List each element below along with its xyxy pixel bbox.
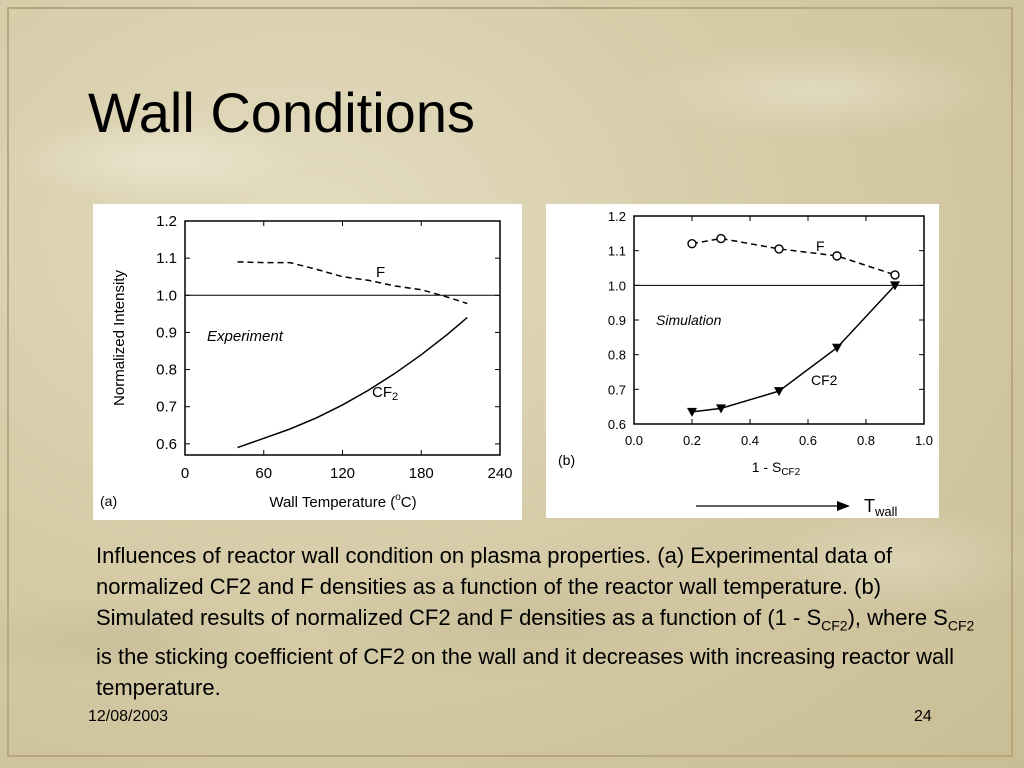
y-tick-label: 0.9 xyxy=(608,313,626,328)
x-tick-label: 60 xyxy=(255,465,272,482)
x-tick-label: 0.8 xyxy=(857,433,875,448)
chart-a-xlabel: Wall Temperature (oC) xyxy=(269,492,416,511)
x-tick-label: 1.0 xyxy=(915,433,933,448)
caption-text-3: is the sticking coefficient of CF2 on th… xyxy=(96,644,955,701)
y-tick-label: 1.2 xyxy=(608,209,626,224)
y-tick-label: 1.1 xyxy=(156,250,177,267)
data-point-triangle xyxy=(774,387,784,397)
data-point-circle xyxy=(716,233,726,244)
chart-a-series-label-cf2: CF2 xyxy=(372,384,398,403)
chart-a-svg: 0.6 0.7 0.8 0.9 1.0 1.1 1.2 0 60 120 180 240 Exper… xyxy=(100,213,513,511)
slide-caption: Influences of reactor wall condition on … xyxy=(96,540,976,703)
caption-subscript-1: CF2 xyxy=(821,617,848,634)
footer-page-number: 24 xyxy=(914,708,932,725)
caption-subscript-2: CF2 xyxy=(947,617,975,634)
x-tick-label: 0.2 xyxy=(683,433,701,448)
y-tick-label: 0.7 xyxy=(156,399,177,416)
chart-panel-a: 0.6 0.7 0.8 0.9 1.0 1.1 1.2 0 60 120 180 240 Exper… xyxy=(93,204,522,520)
data-point-triangle xyxy=(716,404,726,414)
x-tick-label: 120 xyxy=(330,465,355,482)
data-point-circle xyxy=(774,244,784,254)
y-tick-label: 0.8 xyxy=(156,362,177,379)
slide-title: Wall Conditions xyxy=(88,81,475,144)
series-line-1 xyxy=(691,284,896,413)
x-tick-label: 0.4 xyxy=(741,433,759,448)
chart-a-series-label-f: F xyxy=(376,264,385,281)
chart-b-svg: 0.6 0.7 0.8 0.9 1.0 1.1 1.2 0.0 0.2 0.4 0.6 0.8 1.0… xyxy=(558,209,933,518)
series-line-1 xyxy=(237,317,468,449)
data-point-triangle xyxy=(890,281,900,291)
y-tick-label: 1.2 xyxy=(156,213,177,230)
series-line-0 xyxy=(691,237,896,276)
data-point-triangle xyxy=(687,407,697,417)
chart-b-series-label-f: F xyxy=(816,238,825,254)
chart-b-series-label-cf2: CF2 xyxy=(811,372,838,388)
y-tick-label: 1.0 xyxy=(608,278,626,293)
x-tick-label: 240 xyxy=(487,465,512,482)
y-tick-label: 0.7 xyxy=(608,382,626,397)
chart-a-ylabel: Normalized Intensity xyxy=(111,270,128,406)
x-tick-label: 0 xyxy=(181,465,189,482)
y-tick-label: 0.9 xyxy=(156,324,177,341)
data-point-circle xyxy=(832,251,842,261)
y-tick-label: 0.8 xyxy=(608,348,626,363)
chart-panel-b: 0.6 0.7 0.8 0.9 1.0 1.1 1.2 0.0 0.2 0.4 0.6 0.8 1.0… xyxy=(546,204,939,518)
series-line-0 xyxy=(237,261,468,305)
footer-date: 12/08/2003 xyxy=(88,708,169,725)
y-tick-label: 1.0 xyxy=(156,287,177,304)
chart-a-panel-label: (a) xyxy=(100,493,117,509)
caption-text-2: ), where S xyxy=(847,605,948,630)
chart-a-annotation: Experiment xyxy=(207,328,284,345)
caption-text-1: Influences of reactor wall condition on … xyxy=(96,543,893,630)
data-point-circle xyxy=(890,270,900,280)
x-tick-label: 180 xyxy=(409,465,434,482)
x-tick-label: 0.6 xyxy=(799,433,817,448)
chart-b-twall-label: Twall xyxy=(864,496,898,518)
data-point-circle xyxy=(687,239,697,249)
chart-b-xlabel: 1 - SCF2 xyxy=(752,459,801,478)
x-tick-label: 0.0 xyxy=(625,433,643,448)
y-tick-label: 0.6 xyxy=(608,417,626,432)
chart-b-twall-arrowhead xyxy=(837,501,850,511)
chart-b-panel-label: (b) xyxy=(558,452,575,468)
slide-frame xyxy=(7,7,1013,757)
chart-b-annotation: Simulation xyxy=(656,312,722,328)
y-tick-label: 0.6 xyxy=(156,436,177,453)
data-point-triangle xyxy=(832,343,842,353)
y-tick-label: 1.1 xyxy=(608,244,626,259)
